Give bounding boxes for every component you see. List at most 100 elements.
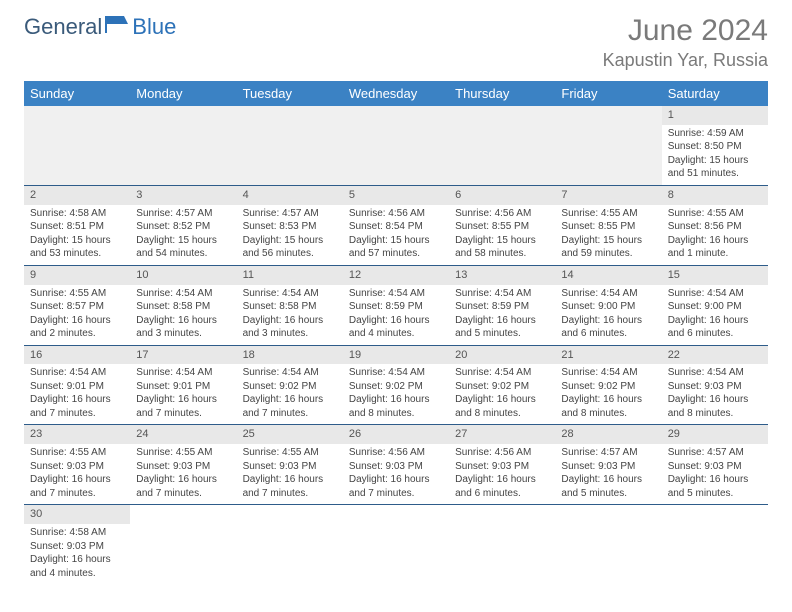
empty-bar bbox=[24, 106, 130, 124]
day-content: Sunrise: 4:54 AMSunset: 8:59 PMDaylight:… bbox=[449, 285, 555, 345]
day-info-line: and 5 minutes. bbox=[455, 327, 549, 341]
empty-cell bbox=[555, 505, 661, 584]
day-info-line: Sunrise: 4:55 AM bbox=[136, 446, 230, 460]
weekday-header: Sunday bbox=[24, 81, 130, 106]
day-number: 15 bbox=[662, 266, 768, 285]
week-row: 30Sunrise: 4:58 AMSunset: 9:03 PMDayligh… bbox=[24, 505, 768, 584]
day-info-line: Daylight: 16 hours bbox=[136, 473, 230, 487]
day-content: Sunrise: 4:54 AMSunset: 9:00 PMDaylight:… bbox=[555, 285, 661, 345]
day-info-line: Sunrise: 4:55 AM bbox=[561, 207, 655, 221]
day-info-line: and 7 minutes. bbox=[136, 407, 230, 421]
day-info-line: Daylight: 16 hours bbox=[136, 393, 230, 407]
day-cell: 8Sunrise: 4:55 AMSunset: 8:56 PMDaylight… bbox=[662, 186, 768, 265]
day-info-line: Sunset: 9:01 PM bbox=[30, 380, 124, 394]
day-info-line: Daylight: 16 hours bbox=[136, 314, 230, 328]
day-number: 8 bbox=[662, 186, 768, 205]
weekday-header: Friday bbox=[555, 81, 661, 106]
day-content: Sunrise: 4:55 AMSunset: 9:03 PMDaylight:… bbox=[130, 444, 236, 504]
day-info-line: Sunrise: 4:57 AM bbox=[561, 446, 655, 460]
day-number: 28 bbox=[555, 425, 661, 444]
empty-cell bbox=[343, 106, 449, 185]
day-cell: 3Sunrise: 4:57 AMSunset: 8:52 PMDaylight… bbox=[130, 186, 236, 265]
day-content: Sunrise: 4:55 AMSunset: 9:03 PMDaylight:… bbox=[237, 444, 343, 504]
day-info-line: Daylight: 16 hours bbox=[30, 473, 124, 487]
logo: General Blue bbox=[24, 14, 176, 40]
day-info-line: Daylight: 15 hours bbox=[243, 234, 337, 248]
logo-text-right: Blue bbox=[132, 14, 176, 40]
empty-bar bbox=[449, 106, 555, 124]
day-info-line: and 1 minute. bbox=[668, 247, 762, 261]
day-info-line: Sunset: 9:02 PM bbox=[243, 380, 337, 394]
day-info-line: Sunset: 8:50 PM bbox=[668, 140, 762, 154]
day-info-line: Sunrise: 4:57 AM bbox=[668, 446, 762, 460]
day-content: Sunrise: 4:57 AMSunset: 8:52 PMDaylight:… bbox=[130, 205, 236, 265]
day-info-line: Sunrise: 4:57 AM bbox=[136, 207, 230, 221]
empty-cell bbox=[24, 106, 130, 185]
day-number: 16 bbox=[24, 346, 130, 365]
empty-cell bbox=[555, 106, 661, 185]
weekday-header: Tuesday bbox=[237, 81, 343, 106]
day-cell: 12Sunrise: 4:54 AMSunset: 8:59 PMDayligh… bbox=[343, 266, 449, 345]
day-cell: 16Sunrise: 4:54 AMSunset: 9:01 PMDayligh… bbox=[24, 346, 130, 425]
day-content: Sunrise: 4:54 AMSunset: 9:01 PMDaylight:… bbox=[130, 364, 236, 424]
day-info-line: Daylight: 16 hours bbox=[30, 314, 124, 328]
day-cell: 29Sunrise: 4:57 AMSunset: 9:03 PMDayligh… bbox=[662, 425, 768, 504]
empty-cell bbox=[130, 505, 236, 584]
day-info-line: Sunrise: 4:59 AM bbox=[668, 127, 762, 141]
day-info-line: Sunrise: 4:56 AM bbox=[349, 446, 443, 460]
day-info-line: Sunrise: 4:57 AM bbox=[243, 207, 337, 221]
day-cell: 20Sunrise: 4:54 AMSunset: 9:02 PMDayligh… bbox=[449, 346, 555, 425]
day-info-line: Sunset: 8:59 PM bbox=[349, 300, 443, 314]
empty-cell bbox=[343, 505, 449, 584]
day-info-line: and 3 minutes. bbox=[136, 327, 230, 341]
day-info-line: and 53 minutes. bbox=[30, 247, 124, 261]
day-info-line: Daylight: 15 hours bbox=[455, 234, 549, 248]
day-number: 21 bbox=[555, 346, 661, 365]
day-info-line: Daylight: 16 hours bbox=[243, 393, 337, 407]
day-info-line: and 8 minutes. bbox=[668, 407, 762, 421]
day-cell: 21Sunrise: 4:54 AMSunset: 9:02 PMDayligh… bbox=[555, 346, 661, 425]
day-info-line: Sunset: 9:00 PM bbox=[668, 300, 762, 314]
weekday-header: Monday bbox=[130, 81, 236, 106]
weekday-row: SundayMondayTuesdayWednesdayThursdayFrid… bbox=[24, 81, 768, 106]
day-cell: 4Sunrise: 4:57 AMSunset: 8:53 PMDaylight… bbox=[237, 186, 343, 265]
day-info-line: Sunset: 8:58 PM bbox=[243, 300, 337, 314]
day-number: 13 bbox=[449, 266, 555, 285]
day-number: 2 bbox=[24, 186, 130, 205]
day-info-line: Sunset: 8:55 PM bbox=[455, 220, 549, 234]
day-content: Sunrise: 4:55 AMSunset: 9:03 PMDaylight:… bbox=[24, 444, 130, 504]
day-info-line: and 4 minutes. bbox=[30, 567, 124, 581]
empty-cell bbox=[130, 106, 236, 185]
day-number: 19 bbox=[343, 346, 449, 365]
day-cell: 23Sunrise: 4:55 AMSunset: 9:03 PMDayligh… bbox=[24, 425, 130, 504]
day-info-line: and 7 minutes. bbox=[30, 487, 124, 501]
day-content: Sunrise: 4:55 AMSunset: 8:55 PMDaylight:… bbox=[555, 205, 661, 265]
title-block: June 2024 Kapustin Yar, Russia bbox=[603, 14, 768, 71]
day-content: Sunrise: 4:54 AMSunset: 9:02 PMDaylight:… bbox=[555, 364, 661, 424]
day-number: 5 bbox=[343, 186, 449, 205]
day-content: Sunrise: 4:54 AMSunset: 9:00 PMDaylight:… bbox=[662, 285, 768, 345]
day-number: 10 bbox=[130, 266, 236, 285]
day-info-line: Sunrise: 4:55 AM bbox=[30, 446, 124, 460]
day-info-line: Daylight: 16 hours bbox=[455, 393, 549, 407]
day-content: Sunrise: 4:56 AMSunset: 8:55 PMDaylight:… bbox=[449, 205, 555, 265]
day-info-line: Daylight: 16 hours bbox=[668, 393, 762, 407]
day-cell: 24Sunrise: 4:55 AMSunset: 9:03 PMDayligh… bbox=[130, 425, 236, 504]
day-info-line: and 51 minutes. bbox=[668, 167, 762, 181]
weekday-header: Saturday bbox=[662, 81, 768, 106]
day-info-line: Sunrise: 4:54 AM bbox=[561, 366, 655, 380]
day-content: Sunrise: 4:54 AMSunset: 8:58 PMDaylight:… bbox=[237, 285, 343, 345]
day-info-line: Sunrise: 4:56 AM bbox=[455, 446, 549, 460]
month-title: June 2024 bbox=[603, 14, 768, 48]
day-cell: 27Sunrise: 4:56 AMSunset: 9:03 PMDayligh… bbox=[449, 425, 555, 504]
day-info-line: Sunrise: 4:54 AM bbox=[668, 366, 762, 380]
day-info-line: and 7 minutes. bbox=[243, 407, 337, 421]
day-cell: 30Sunrise: 4:58 AMSunset: 9:03 PMDayligh… bbox=[24, 505, 130, 584]
day-cell: 5Sunrise: 4:56 AMSunset: 8:54 PMDaylight… bbox=[343, 186, 449, 265]
day-info-line: Sunrise: 4:58 AM bbox=[30, 526, 124, 540]
day-info-line: Sunrise: 4:54 AM bbox=[349, 366, 443, 380]
weeks-container: 1Sunrise: 4:59 AMSunset: 8:50 PMDaylight… bbox=[24, 106, 768, 584]
day-info-line: and 6 minutes. bbox=[561, 327, 655, 341]
day-info-line: and 56 minutes. bbox=[243, 247, 337, 261]
empty-bar bbox=[343, 106, 449, 124]
